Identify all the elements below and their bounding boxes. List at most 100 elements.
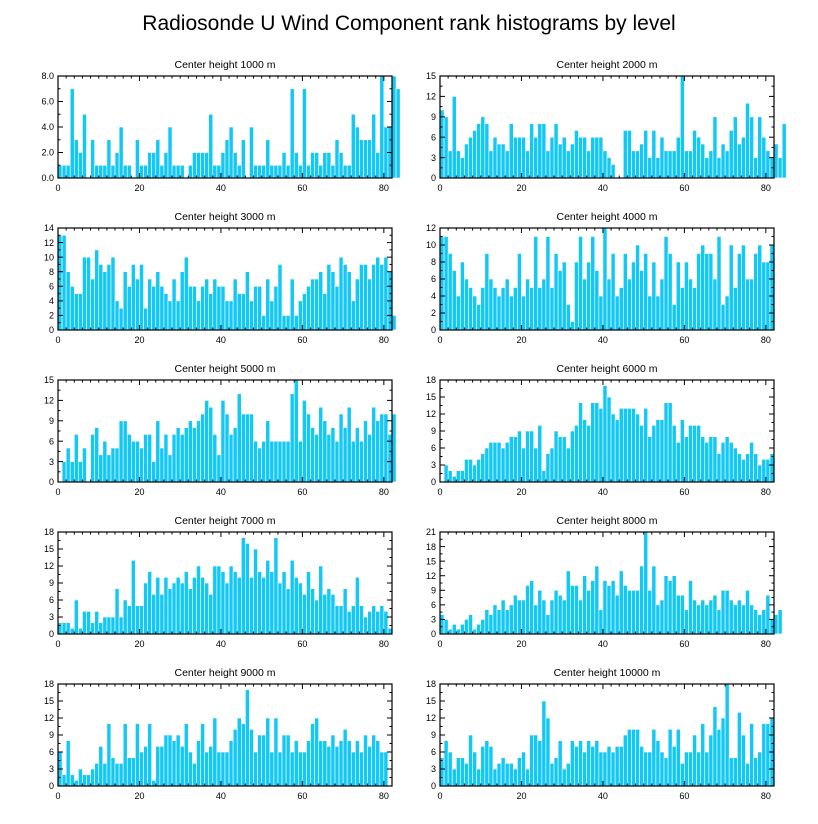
bar — [578, 136, 583, 179]
bar — [565, 150, 571, 179]
bar — [114, 152, 120, 179]
y-tick-label: 12 — [44, 713, 54, 723]
y-tick-label: 0 — [49, 477, 54, 487]
x-tick-label: 80 — [379, 791, 389, 801]
bar — [488, 746, 494, 787]
bar — [680, 763, 685, 787]
bar — [94, 164, 100, 179]
bar — [289, 751, 295, 787]
bar — [606, 585, 612, 635]
bar — [73, 599, 79, 635]
y-tick-label: 9 — [431, 112, 436, 122]
bar — [367, 434, 372, 483]
bar — [338, 605, 344, 635]
bar — [533, 447, 539, 483]
bar — [98, 264, 104, 331]
bar — [240, 537, 246, 635]
bar — [265, 560, 271, 635]
bar — [602, 580, 608, 635]
bar — [704, 157, 710, 179]
bar — [171, 434, 177, 483]
bar — [188, 164, 193, 179]
bar — [114, 588, 120, 635]
bar — [375, 152, 381, 179]
bar — [647, 436, 653, 483]
y-tick-label: 21 — [426, 527, 436, 537]
bar — [302, 751, 307, 787]
x-tick-label: 20 — [134, 487, 144, 497]
bar — [118, 763, 124, 787]
bar — [391, 75, 397, 179]
bar — [680, 594, 685, 635]
bar — [139, 751, 144, 787]
bar — [460, 157, 465, 179]
y-tick-label: 15 — [44, 375, 54, 385]
bar — [606, 746, 612, 787]
bar — [208, 113, 214, 179]
bar — [464, 763, 469, 787]
y-tick-label: 6 — [431, 600, 436, 610]
bar — [439, 236, 445, 331]
bar — [492, 442, 498, 483]
bar — [261, 577, 267, 635]
y-tick-label: 10 — [44, 252, 54, 262]
bar — [708, 734, 714, 787]
bar — [513, 594, 518, 635]
bar — [277, 582, 283, 635]
bar — [269, 571, 275, 635]
bar — [110, 164, 116, 179]
bar — [663, 236, 669, 331]
bar — [359, 440, 364, 483]
bar — [651, 425, 657, 483]
bar — [326, 588, 332, 635]
bar — [704, 751, 710, 787]
bar — [480, 619, 486, 635]
bar — [334, 746, 340, 787]
bar — [155, 139, 161, 179]
y-tick-label: 8 — [49, 267, 54, 277]
bar — [208, 406, 214, 483]
y-tick-label: 18 — [426, 679, 436, 689]
bar — [73, 139, 79, 179]
bar — [598, 751, 604, 787]
bar — [460, 757, 465, 787]
bar — [561, 599, 567, 635]
bar — [565, 447, 571, 483]
bar — [395, 88, 401, 179]
bar — [346, 271, 352, 331]
bar — [455, 295, 461, 331]
bar — [777, 609, 783, 635]
bar — [281, 152, 287, 179]
bar — [334, 605, 340, 635]
panel-7: Center height 7000 m 0 20 40 60 80 0 3 6 9 12 15 18 — [44, 515, 393, 649]
bar — [655, 157, 661, 179]
bar — [277, 751, 283, 787]
bar — [102, 164, 108, 179]
bar — [322, 740, 328, 787]
bar — [443, 464, 449, 483]
bar — [224, 751, 230, 787]
bar — [90, 622, 95, 635]
bar — [265, 420, 271, 483]
panel-title: Center height 6000 m — [557, 363, 658, 375]
bar — [94, 249, 100, 331]
bar — [618, 746, 624, 787]
bar — [175, 577, 181, 635]
bar — [155, 420, 161, 483]
bar — [671, 304, 677, 331]
bar — [521, 447, 526, 483]
bar — [175, 164, 181, 179]
bar — [383, 413, 389, 483]
bar — [574, 746, 579, 787]
bar — [375, 611, 381, 635]
bar — [500, 599, 506, 635]
y-tick-label: 3 — [49, 457, 54, 467]
bar — [570, 321, 575, 331]
bar — [253, 751, 258, 787]
bar — [712, 278, 718, 331]
bar — [541, 278, 547, 331]
bar — [525, 278, 530, 331]
bar — [684, 150, 689, 179]
bar — [476, 768, 482, 787]
